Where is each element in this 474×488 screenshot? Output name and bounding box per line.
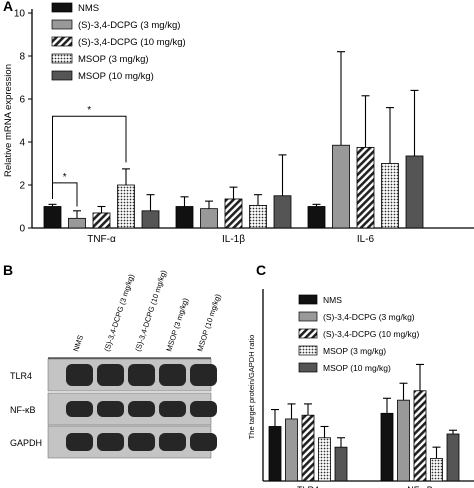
legend-swatch-msop-10-mg-kg: [298, 362, 318, 373]
blot-row-label-nf-b: NF-κB: [10, 405, 36, 415]
blot-band-tlr4: [128, 364, 155, 386]
bar-tnf-msop-3-mg-kg: [117, 184, 135, 229]
bar-il-1-msop-3-mg-kg: [249, 205, 267, 229]
legend-swatch-msop-3-mg-kg: [51, 53, 73, 64]
bar-nf-b-nms: [380, 412, 394, 482]
blot-band-nf-b: [190, 401, 217, 417]
legend-swatch-msop-10-mg-kg: [51, 70, 73, 81]
bar-nf-b-msop-10-mg-kg: [446, 433, 460, 482]
chart-a-mrna-expression: 0 2 4 6 8 10 Relative mRNA expression TNF-α IL-1…: [3, 2, 474, 245]
blot-band-tlr4: [66, 364, 93, 386]
bar-nf-b-s-3-4-dcpg-10-mg-kg: [413, 390, 427, 482]
bar-tnf-s-3-4-dcpg-3-mg-kg: [68, 217, 86, 229]
legend-label-nms: NMS: [323, 295, 342, 305]
bar-nf-b-msop-3-mg-kg: [430, 458, 443, 482]
blot-band-nf-b: [128, 401, 155, 417]
legend-label-msop-3-mg-kg: MSOP (3 mg/kg): [323, 346, 386, 356]
blot-band-tlr4: [159, 364, 186, 386]
blot-lane-label-nms: NMS: [71, 334, 85, 353]
legend-label-nms: NMS: [78, 3, 99, 14]
blot-row-label-tlr4: TLR4: [10, 371, 32, 381]
legend-label-msop-10-mg-kg: MSOP (10 mg/kg): [323, 363, 391, 373]
legend-swatch-nms: [51, 2, 73, 13]
bar-tlr4-nms: [268, 426, 282, 482]
x-category-label-tlr4: TLR4: [297, 485, 319, 488]
x-category-label-tnf: TNF-α: [87, 234, 116, 245]
blot-band-nf-b: [97, 401, 124, 417]
bar-il-1-s-3-4-dcpg-3-mg-kg: [200, 208, 218, 229]
blot-row-label-gapdh: GAPDH: [10, 438, 42, 448]
y-axis-label: Relative mRNA expression: [3, 64, 14, 177]
legend-swatch-nms: [298, 294, 318, 305]
blot-band-nf-b: [66, 401, 93, 417]
y-tick-label: 10: [14, 9, 26, 20]
blot-band-gapdh: [66, 433, 93, 451]
bar-tlr4-s-3-4-dcpg-10-mg-kg: [301, 414, 315, 482]
bar-tlr4-msop-3-mg-kg: [318, 437, 331, 482]
blot-band-tlr4: [97, 364, 124, 386]
bar-il-1-msop-10-mg-kg: [273, 195, 292, 229]
bar-tlr4-msop-10-mg-kg: [334, 446, 348, 482]
blot-lane-label-msop-10-mg-kg: MSOP (10 mg/kg): [195, 292, 222, 352]
significance-star: *: [63, 172, 67, 183]
chart-c-protein-ratio: The target protein/GAPDH ratio TLR4 NF-κB N…: [247, 289, 474, 488]
legend-label-msop-10-mg-kg: MSOP (10 mg/kg): [78, 71, 154, 82]
bar-tnf-nms: [43, 206, 62, 229]
blot-band-gapdh: [190, 433, 217, 451]
blot-lane-label-s-3-4-dcpg-10-mg-kg: (S)-3,4-DCPG (10 mg/kg): [133, 269, 168, 353]
legend-swatch-s-3-4-dcpg-10-mg-kg: [51, 36, 73, 47]
bar-tnf-msop-10-mg-kg: [141, 210, 160, 229]
blot-band-gapdh: [97, 433, 124, 451]
significance-star: *: [87, 105, 91, 116]
legend-swatch-s-3-4-dcpg-10-mg-kg: [298, 328, 318, 339]
significance-bracket-dcpg3: [52, 182, 78, 207]
bar-tlr4-s-3-4-dcpg-3-mg-kg: [285, 418, 298, 482]
bar-tnf-s-3-4-dcpg-10-mg-kg: [92, 212, 111, 229]
legend-swatch-msop-3-mg-kg: [298, 345, 318, 356]
bar-il-6-s-3-4-dcpg-3-mg-kg: [332, 144, 350, 229]
legend-swatch-s-3-4-dcpg-3-mg-kg: [51, 19, 73, 30]
blot-band-nf-b: [159, 401, 186, 417]
blot-band-gapdh: [128, 433, 155, 451]
y-tick-label: 8: [19, 52, 25, 63]
legend-label-s-3-4-dcpg-3-mg-kg: (S)-3,4-DCPG (3 mg/kg): [78, 20, 180, 31]
y-tick-label: 6: [19, 95, 25, 106]
blot-band-gapdh: [159, 433, 186, 451]
panel-a-letter: A: [3, 0, 14, 14]
y-tick-label: 0: [19, 224, 25, 235]
x-category-label-nf-b: NF-κB: [407, 485, 433, 488]
y-axis-label: The target protein/GAPDH ratio: [247, 335, 256, 440]
western-blot-panel: NMS (S)-3,4-DCPG (3 mg/kg)(S)-3,4-DCPG (1…: [10, 269, 223, 459]
panel-b-letter: B: [3, 262, 14, 278]
bar-il-6-msop-3-mg-kg: [381, 163, 399, 229]
bar-il-1-nms: [175, 206, 194, 229]
blot-lane-label-s-3-4-dcpg-3-mg-kg: (S)-3,4-DCPG (3 mg/kg): [102, 272, 136, 352]
x-category-label-il-6: IL-6: [357, 234, 375, 245]
legend-label-s-3-4-dcpg-3-mg-kg: (S)-3,4-DCPG (3 mg/kg): [323, 312, 415, 322]
panel-c-letter: C: [256, 262, 267, 278]
bar-il-6-nms: [307, 206, 326, 229]
legend-label-msop-3-mg-kg: MSOP (3 mg/kg): [78, 54, 149, 65]
y-tick-label: 2: [19, 181, 25, 192]
significance-bracket-msop3: [52, 115, 127, 195]
bar-il-1-s-3-4-dcpg-10-mg-kg: [224, 198, 243, 229]
blot-band-tlr4: [190, 364, 217, 386]
blot-lane-label-msop-3-mg-kg: MSOP (3 mg/kg): [164, 296, 190, 352]
y-tick-label: 4: [19, 138, 25, 149]
legend-label-s-3-4-dcpg-10-mg-kg: (S)-3,4-DCPG (10 mg/kg): [323, 329, 420, 339]
legend-label-s-3-4-dcpg-10-mg-kg: (S)-3,4-DCPG (10 mg/kg): [78, 37, 186, 48]
x-category-label-il-1: IL-1β: [222, 234, 245, 245]
bar-il-6-s-3-4-dcpg-10-mg-kg: [356, 146, 375, 229]
legend-swatch-s-3-4-dcpg-3-mg-kg: [298, 311, 318, 322]
bar-il-6-msop-10-mg-kg: [405, 155, 424, 229]
bar-nf-b-s-3-4-dcpg-3-mg-kg: [397, 399, 410, 482]
